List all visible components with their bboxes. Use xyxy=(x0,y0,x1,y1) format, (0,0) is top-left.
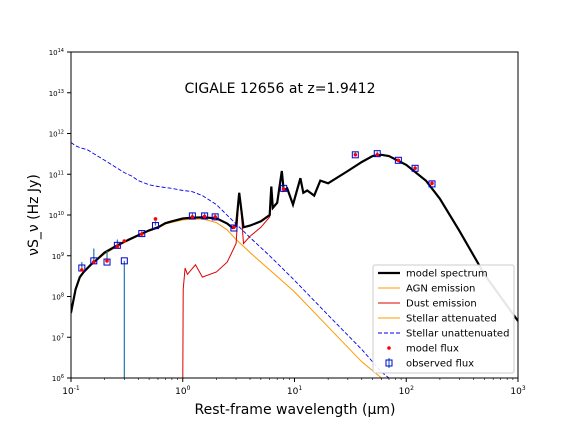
y-tick-label: 108 xyxy=(52,293,64,302)
legend-swatch-observed-flux xyxy=(385,359,393,367)
model-flux-point xyxy=(122,239,127,243)
observed-flux-point xyxy=(351,151,359,159)
model-flux-point xyxy=(153,217,158,221)
observed-flux-point xyxy=(280,184,288,192)
x-axis: 10-1 100 101 102 103 xyxy=(62,378,526,397)
x-tick-label: 102 xyxy=(399,385,414,397)
observed-flux-point xyxy=(188,212,196,220)
x-tick-label: 10-1 xyxy=(62,385,80,397)
chart-title: CIGALE 12656 at z=1.9412 xyxy=(185,81,376,97)
series-stellar-unattenuated xyxy=(71,142,390,378)
model-flux-point xyxy=(353,153,358,157)
model-flux-point xyxy=(202,214,207,219)
plot-area xyxy=(71,142,518,378)
y-tick-label: 1010 xyxy=(49,211,64,220)
observed-flux-point xyxy=(373,150,381,158)
observed-flux-point xyxy=(211,213,219,221)
legend-label-model-spectrum: model spectrum xyxy=(406,269,488,280)
observed-flux-point xyxy=(394,156,402,164)
legend-label-observed-flux: observed flux xyxy=(406,359,474,370)
model-flux-point xyxy=(115,244,120,249)
legend-label-stellar-attenuated: Stellar attenuated xyxy=(406,314,497,325)
legend: model spectrum AGN emission Dust emission S… xyxy=(372,264,515,374)
observed-flux-point xyxy=(428,180,436,188)
observed-flux-point xyxy=(138,230,146,238)
x-tick-label: 100 xyxy=(175,385,190,397)
series-model-spectrum xyxy=(71,153,518,322)
x-axis-label: Rest-frame wavelength (μm) xyxy=(195,402,396,418)
model-flux-point xyxy=(413,166,417,171)
observed-flux-point xyxy=(201,212,209,220)
model-flux-point xyxy=(430,181,434,186)
observed-flux-point xyxy=(230,224,238,232)
model-flux-point xyxy=(281,187,286,191)
observed-flux-point xyxy=(151,222,159,230)
model-flux-point xyxy=(190,215,195,219)
x-tick-label: 103 xyxy=(510,385,525,397)
model-flux-point xyxy=(80,268,84,272)
x-tick-label: 101 xyxy=(287,385,302,397)
y-tick-label: 1013 xyxy=(49,89,64,98)
model-flux-point xyxy=(92,260,96,264)
model-flux-point xyxy=(139,232,144,236)
model-flux-point xyxy=(213,215,217,219)
legend-label-stellar-unattenuated: Stellar unattenuated xyxy=(406,329,509,340)
legend-label-agn-emission: AGN emission xyxy=(406,284,475,295)
observed-flux-point xyxy=(120,257,128,265)
legend-swatch-model-flux xyxy=(387,346,391,350)
model-flux-point xyxy=(232,225,236,230)
y-tick-label: 1011 xyxy=(49,170,64,179)
model-flux-point xyxy=(375,153,380,157)
observed-flux-point xyxy=(113,241,121,249)
y-tick-label: 106 xyxy=(52,374,64,383)
legend-box xyxy=(372,264,515,374)
legend-label-model-flux: model flux xyxy=(406,344,459,355)
y-tick-label: 1012 xyxy=(49,130,64,139)
observed-flux-point xyxy=(411,164,419,172)
y-tick-label: 109 xyxy=(52,252,64,261)
y-axis-label: νS_ν (Hz Jy) xyxy=(26,174,42,256)
model-flux-point xyxy=(396,158,401,163)
y-tick-label: 1014 xyxy=(49,48,64,57)
model-flux-point xyxy=(105,259,109,263)
y-axis: 106 107 108 109 1010 1011 1012 1013 1014 xyxy=(49,48,71,383)
legend-label-dust-emission: Dust emission xyxy=(406,299,477,310)
y-tick-label: 107 xyxy=(52,333,64,342)
